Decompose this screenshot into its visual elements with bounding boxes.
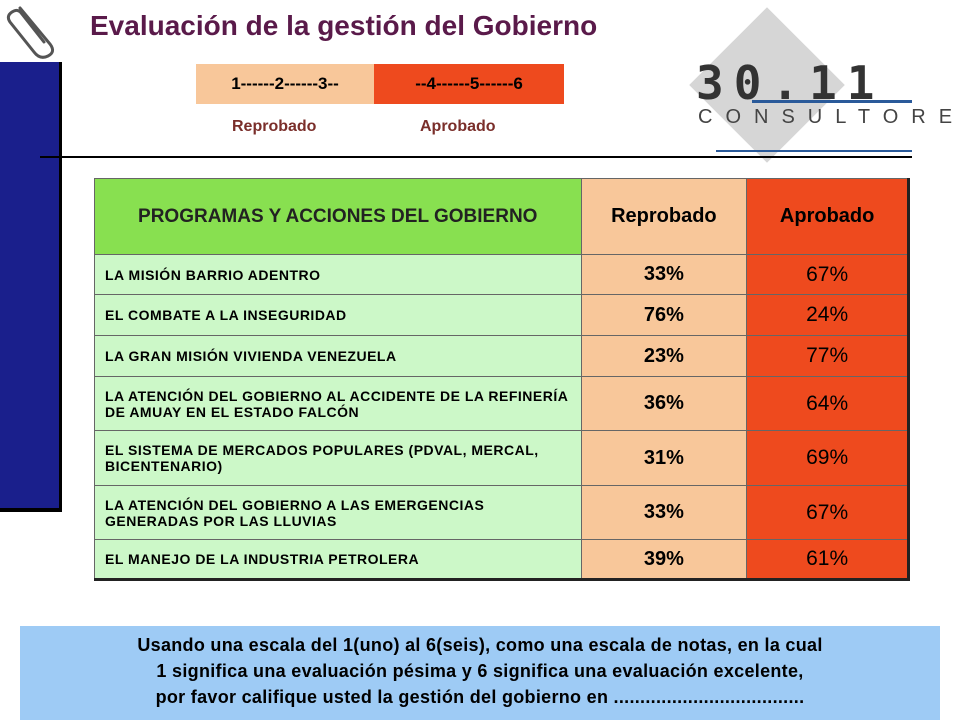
table-row: LA ATENCIÓN DEL GOBIERNO A LAS EMERGENCI… (94, 485, 909, 540)
table-header-row: PROGRAMAS Y ACCIONES DEL GOBIERNO Reprob… (94, 178, 909, 255)
row-label: EL MANEJO DE LA INDUSTRIA PETROLERA (94, 539, 582, 580)
row-aprobado: 24% (746, 294, 909, 336)
table-row: LA GRAN MISIÓN VIVIENDA VENEZUELA 23% 77… (94, 335, 909, 377)
row-aprobado: 67% (746, 254, 909, 295)
row-aprobado: 61% (746, 539, 909, 580)
table-row: LA ATENCIÓN DEL GOBIERNO AL ACCIDENTE DE… (94, 376, 909, 431)
row-aprobado: 67% (746, 485, 909, 540)
header-reprobado: Reprobado (580, 178, 748, 255)
scale-high: --4------5------6 (374, 64, 564, 104)
row-label: EL COMBATE A LA INSEGURIDAD (94, 294, 582, 336)
scale-high-label: Aprobado (420, 118, 496, 135)
header-programs: PROGRAMAS Y ACCIONES DEL GOBIERNO (94, 178, 582, 255)
row-reprobado: 31% (580, 430, 748, 486)
paperclip-icon (0, 0, 62, 62)
scale-low-label: Reprobado (232, 118, 317, 135)
row-reprobado: 39% (580, 539, 748, 580)
row-label: LA ATENCIÓN DEL GOBIERNO A LAS EMERGENCI… (94, 485, 582, 540)
grade-scale: 1------2------3-- --4------5------6 (196, 64, 564, 104)
row-reprobado: 33% (580, 485, 748, 540)
logo-word: CONSULTORES (698, 106, 960, 128)
row-reprobado: 36% (580, 376, 748, 431)
header-aprobado: Aprobado (746, 178, 909, 255)
header-rule (40, 156, 912, 158)
row-label: LA MISIÓN BARRIO ADENTRO (94, 254, 582, 295)
question-note: Usando una escala del 1(uno) al 6(seis),… (20, 626, 940, 720)
logo-underline (716, 150, 912, 152)
row-aprobado: 69% (746, 430, 909, 486)
sidebar-bar (0, 62, 62, 512)
scale-low: 1------2------3-- (196, 64, 374, 104)
page-title: Evaluación de la gestión del Gobierno (90, 10, 598, 41)
row-reprobado: 76% (580, 294, 748, 336)
row-reprobado: 33% (580, 254, 748, 295)
logo-divider (752, 100, 912, 103)
table-row: EL COMBATE A LA INSEGURIDAD 76% 24% (94, 294, 909, 336)
programs-table: PROGRAMAS Y ACCIONES DEL GOBIERNO Reprob… (94, 178, 910, 581)
row-label: LA ATENCIÓN DEL GOBIERNO AL ACCIDENTE DE… (94, 376, 582, 431)
note-line-3: por favor califique usted la gestión del… (155, 687, 805, 707)
row-label: LA GRAN MISIÓN VIVIENDA VENEZUELA (94, 335, 582, 377)
table-row: EL SISTEMA DE MERCADOS POPULARES (PDVAL,… (94, 430, 909, 486)
table-row: LA MISIÓN BARRIO ADENTRO 33% 67% (94, 254, 909, 295)
note-line-1: Usando una escala del 1(uno) al 6(seis),… (137, 635, 823, 655)
row-aprobado: 64% (746, 376, 909, 431)
row-aprobado: 77% (746, 335, 909, 377)
note-line-2: 1 significa una evaluación pésima y 6 si… (156, 661, 804, 681)
table-row: EL MANEJO DE LA INDUSTRIA PETROLERA 39% … (94, 539, 909, 580)
row-reprobado: 23% (580, 335, 748, 377)
row-label: EL SISTEMA DE MERCADOS POPULARES (PDVAL,… (94, 430, 582, 486)
